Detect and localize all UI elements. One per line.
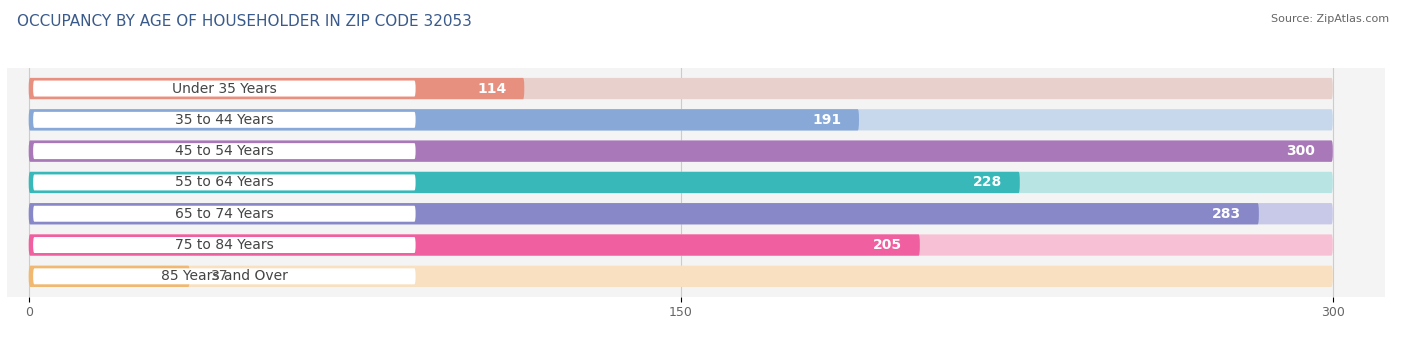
Text: 37: 37 [211,269,229,283]
Text: 300: 300 [1286,144,1316,158]
FancyBboxPatch shape [28,109,1333,131]
FancyBboxPatch shape [28,78,1333,99]
FancyBboxPatch shape [34,175,416,190]
Text: Source: ZipAtlas.com: Source: ZipAtlas.com [1271,14,1389,24]
Text: 205: 205 [873,238,903,252]
FancyBboxPatch shape [28,172,1333,193]
FancyBboxPatch shape [28,203,1258,224]
FancyBboxPatch shape [28,140,1333,162]
FancyBboxPatch shape [28,234,1333,256]
FancyBboxPatch shape [28,109,859,131]
FancyBboxPatch shape [28,172,1019,193]
Text: 191: 191 [813,113,842,127]
Text: 114: 114 [478,81,508,95]
Text: OCCUPANCY BY AGE OF HOUSEHOLDER IN ZIP CODE 32053: OCCUPANCY BY AGE OF HOUSEHOLDER IN ZIP C… [17,14,472,29]
FancyBboxPatch shape [34,143,416,159]
Text: 85 Years and Over: 85 Years and Over [160,269,288,283]
Text: 55 to 64 Years: 55 to 64 Years [174,175,274,190]
Text: 75 to 84 Years: 75 to 84 Years [174,238,274,252]
FancyBboxPatch shape [34,112,416,128]
FancyBboxPatch shape [34,237,416,253]
FancyBboxPatch shape [28,203,1333,224]
Text: 228: 228 [973,175,1002,190]
Text: 65 to 74 Years: 65 to 74 Years [174,207,274,221]
Text: 45 to 54 Years: 45 to 54 Years [176,144,274,158]
FancyBboxPatch shape [28,140,1333,162]
FancyBboxPatch shape [28,266,1333,287]
FancyBboxPatch shape [34,80,416,97]
FancyBboxPatch shape [34,206,416,222]
FancyBboxPatch shape [34,268,416,284]
FancyBboxPatch shape [28,266,190,287]
Text: 283: 283 [1212,207,1241,221]
FancyBboxPatch shape [28,234,920,256]
Text: Under 35 Years: Under 35 Years [172,81,277,95]
FancyBboxPatch shape [28,78,524,99]
Text: 35 to 44 Years: 35 to 44 Years [176,113,274,127]
